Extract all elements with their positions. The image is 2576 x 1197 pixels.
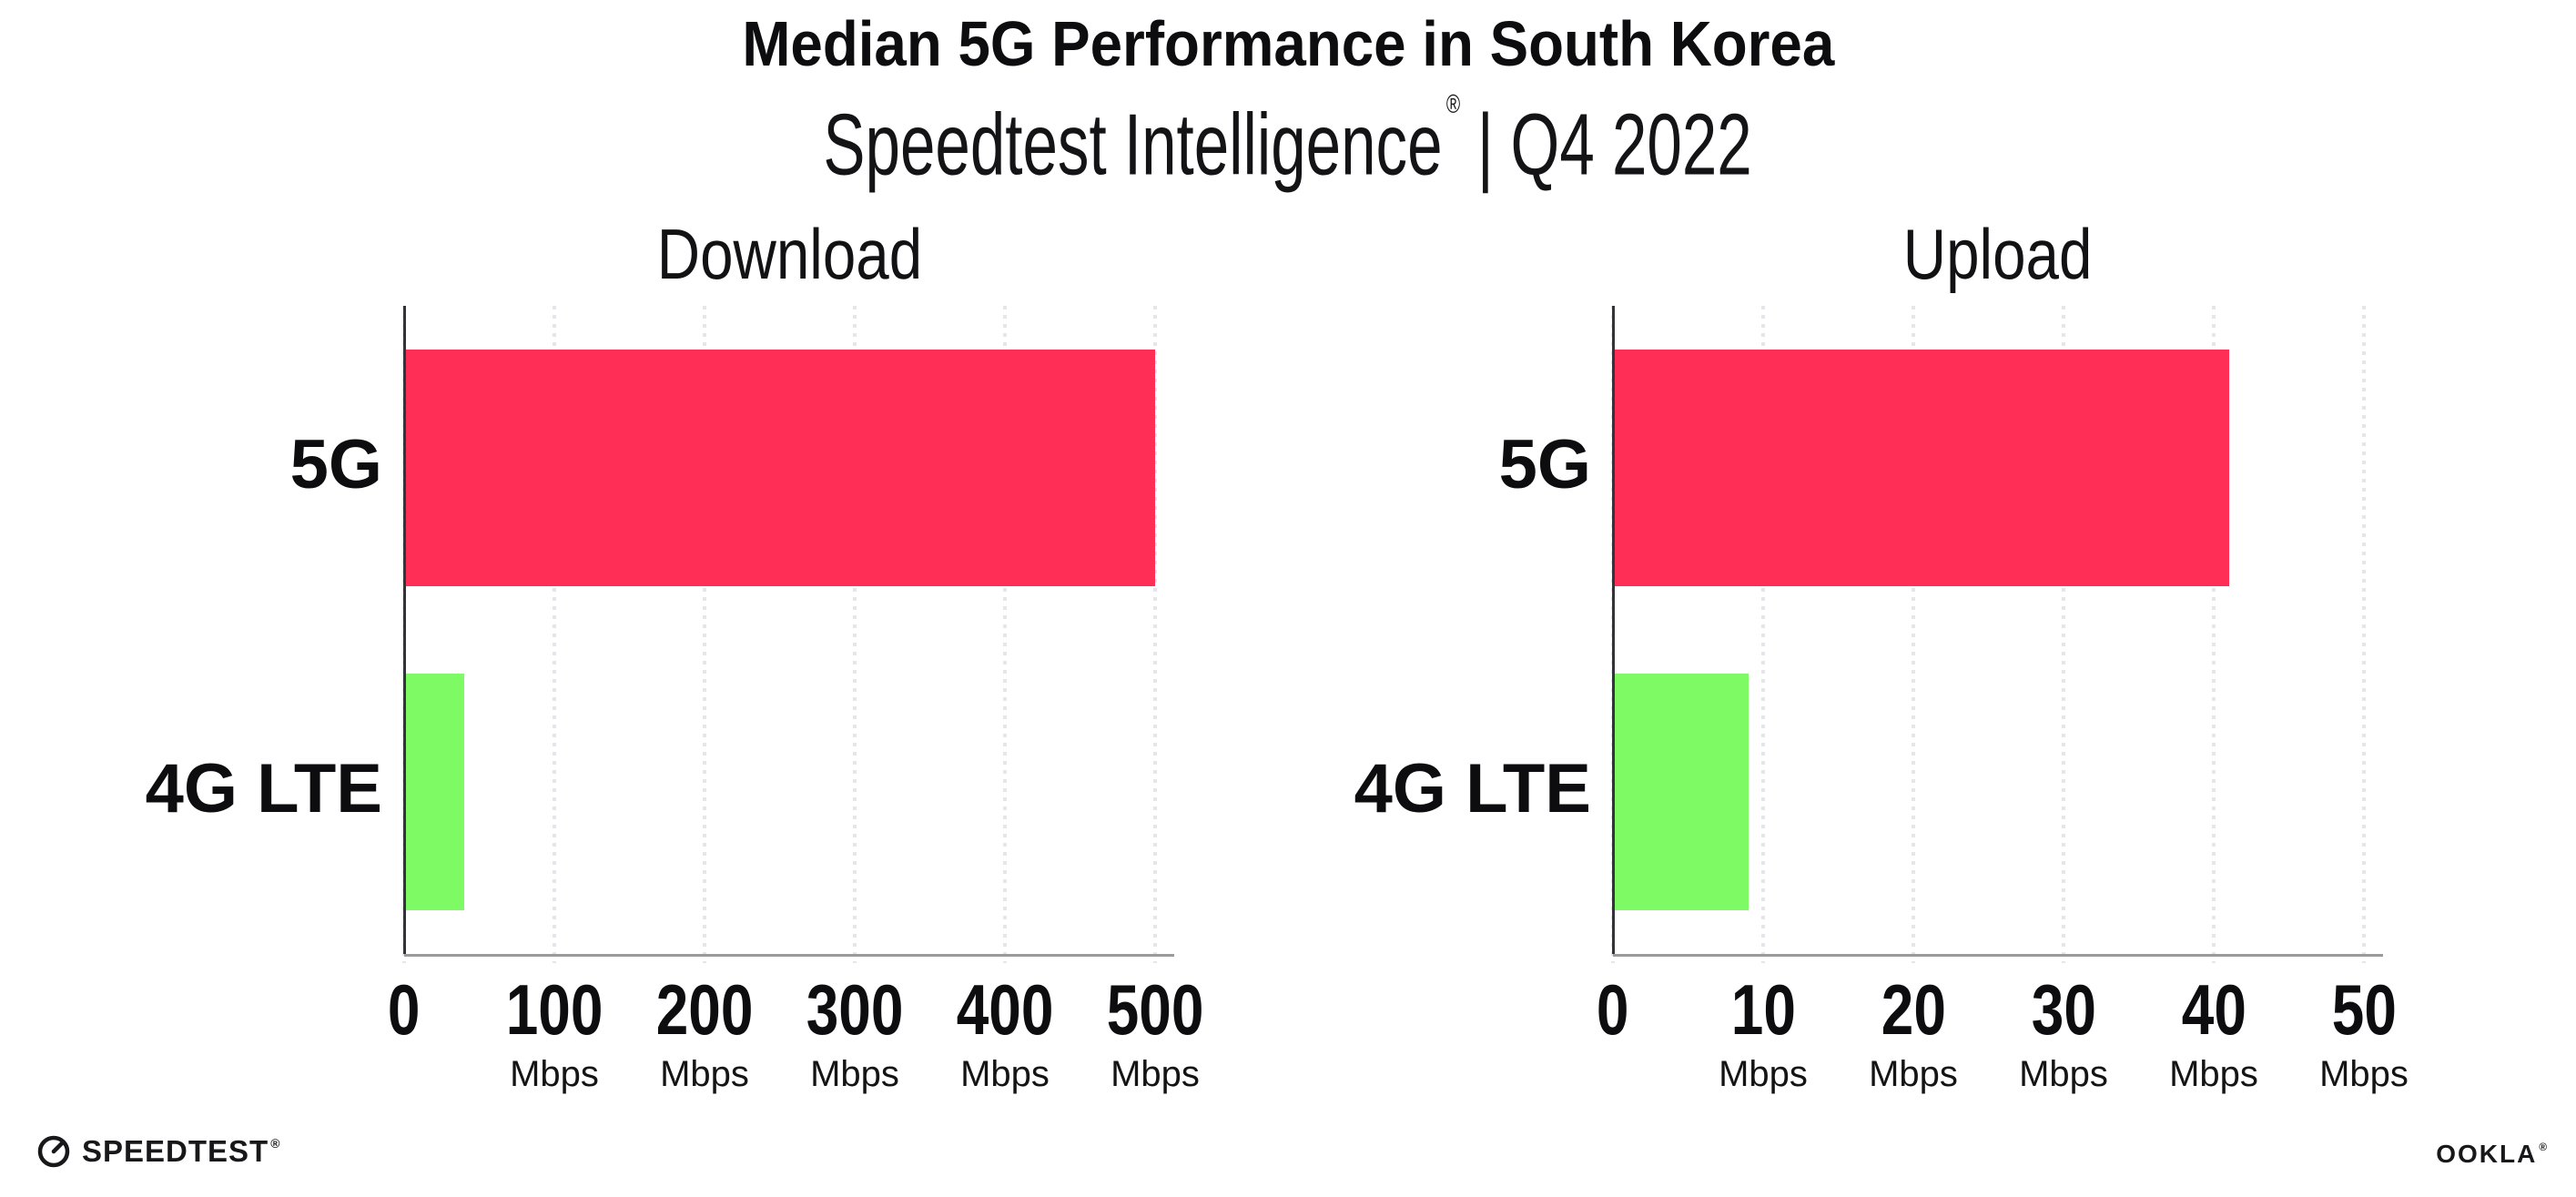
tick-label: 40	[2181, 969, 2246, 1050]
subtitle-separator: |	[1477, 96, 1495, 194]
tick-label: 200	[655, 969, 754, 1050]
y-axis-line	[1612, 306, 1615, 954]
category-label: 4G LTE	[145, 750, 382, 827]
tick-label: 30	[2031, 969, 2096, 1050]
tick-label: 20	[1881, 969, 1946, 1050]
tick-label: 500	[1106, 969, 1204, 1050]
main-title: Median 5G Performance in South Korea	[0, 12, 2576, 76]
tick-unit-label: Mbps	[1869, 1054, 1958, 1094]
chart-title: Upload	[1903, 214, 2093, 294]
tick-label: 0	[388, 969, 421, 1050]
gridline	[2062, 306, 2065, 963]
gridline	[1912, 306, 1915, 963]
main-title-text: Median 5G Performance in South Korea	[742, 8, 1834, 79]
ookla-trademark-icon: ®	[2539, 1141, 2549, 1154]
ookla-logo: OOKLA ®	[2436, 1140, 2549, 1169]
download-chart: Download 5G 4G LTE 0 100 Mbps 200 Mbps 300 Mbps 40…	[131, 214, 1204, 1138]
gridline	[703, 306, 706, 963]
y-axis-line	[403, 306, 406, 954]
gridline	[1153, 306, 1157, 963]
gridline	[853, 306, 857, 963]
bar-5g	[406, 350, 1155, 586]
gridline	[1003, 306, 1007, 963]
tick-unit-label: Mbps	[960, 1054, 1050, 1094]
tick-unit-label: Mbps	[2169, 1054, 2258, 1094]
gridline	[1761, 306, 1765, 963]
tick-label: 100	[505, 969, 603, 1050]
gridline	[2362, 306, 2366, 963]
category-label: 4G LTE	[1354, 750, 1591, 827]
x-axis-line	[1613, 954, 2383, 957]
gridline	[553, 306, 556, 963]
tick-label: 400	[956, 969, 1054, 1050]
tick-label: 300	[806, 969, 904, 1050]
subtitle-brand: Speedtest Intelligence	[823, 96, 1443, 194]
tick-label: 0	[1597, 969, 1629, 1050]
tick-unit-label: Mbps	[510, 1054, 599, 1094]
tick-unit-label: Mbps	[810, 1054, 899, 1094]
speedtest-wordmark: SPEEDTEST ®	[82, 1134, 281, 1168]
tick-unit-label: Mbps	[660, 1054, 749, 1094]
subtitle-period: Q4 2022	[1510, 96, 1753, 194]
gridline	[2212, 306, 2216, 963]
x-axis-line	[404, 954, 1174, 957]
ookla-wordmark: OOKLA	[2436, 1140, 2538, 1168]
speedtest-trademark-icon: ®	[270, 1135, 281, 1151]
bar-4g-lte	[1615, 674, 1749, 910]
bar-5g	[1615, 350, 2229, 586]
chart-title: Download	[656, 214, 922, 294]
upload-chart: Upload 5G 4G LTE 0 10 Mbps 20 Mbps 30 Mbps 40 Mbps 5…	[1340, 214, 2409, 1138]
category-label: 5G	[1498, 426, 1591, 503]
tick-unit-label: Mbps	[2019, 1054, 2108, 1094]
tick-label: 50	[2331, 969, 2397, 1050]
tick-label: 10	[1730, 969, 1796, 1050]
subtitle: Speedtest Intelligence ® | Q4 2022	[0, 90, 2576, 194]
tick-unit-label: Mbps	[1719, 1054, 1808, 1094]
bar-4g-lte	[406, 674, 464, 910]
category-label: 5G	[289, 426, 382, 503]
speedtest-gauge-icon	[37, 1135, 70, 1168]
tick-unit-label: Mbps	[1111, 1054, 1200, 1094]
tick-unit-label: Mbps	[2319, 1054, 2409, 1094]
speedtest-logo: SPEEDTEST ®	[36, 1134, 280, 1169]
registered-trademark-icon: ®	[1446, 90, 1461, 119]
